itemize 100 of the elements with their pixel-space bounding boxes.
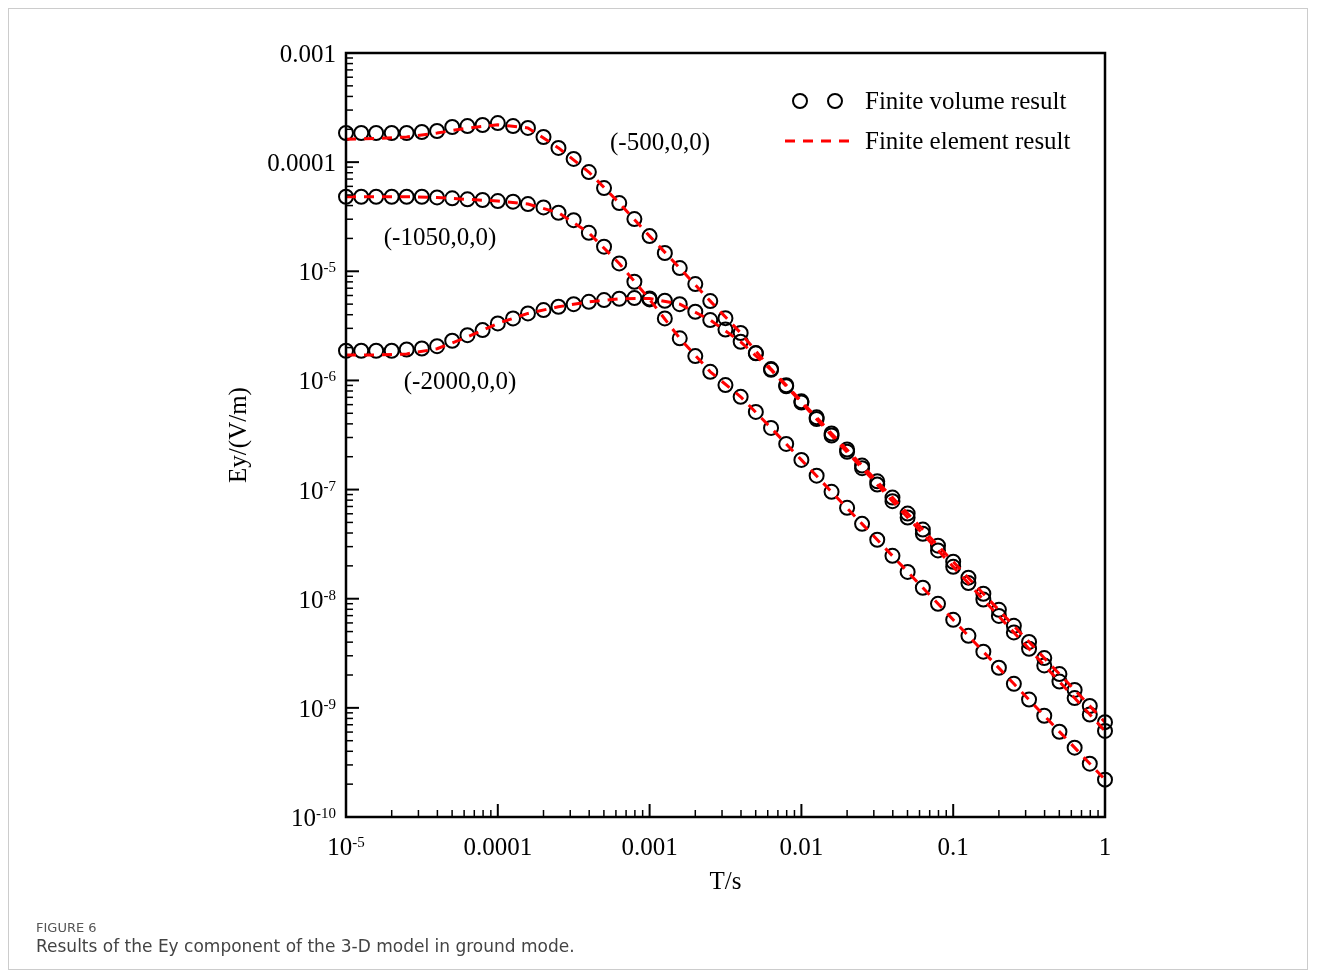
- point: [611, 290, 628, 307]
- point: [1036, 707, 1053, 724]
- point: [687, 348, 704, 365]
- point: [763, 419, 780, 436]
- point: [505, 193, 522, 210]
- point: [656, 292, 673, 309]
- point: [596, 180, 613, 197]
- point: [945, 558, 962, 575]
- x-axis-title: T/s: [709, 867, 742, 894]
- point: [671, 330, 688, 347]
- point: [717, 321, 734, 338]
- point: [338, 342, 354, 359]
- point: [869, 531, 886, 548]
- text: Results of the Ey component of the 3-D model in ground mode.: [36, 936, 575, 956]
- point: [914, 579, 931, 596]
- legend-label: Finite element result: [865, 127, 1071, 154]
- point: [626, 290, 643, 307]
- point: [702, 293, 719, 310]
- x-tick-label: 1: [1098, 833, 1112, 860]
- point: [368, 124, 385, 141]
- point: [353, 124, 370, 141]
- point: [1021, 691, 1038, 708]
- point: [1005, 624, 1022, 641]
- point: [505, 118, 522, 135]
- point: [580, 224, 597, 241]
- point: [580, 293, 597, 310]
- point: [808, 467, 825, 484]
- point: [474, 116, 491, 133]
- point: [429, 189, 446, 206]
- point: [1081, 706, 1098, 723]
- point: [1051, 723, 1068, 740]
- point: [459, 118, 476, 135]
- point: [975, 643, 992, 660]
- point: [580, 164, 597, 181]
- point: [383, 342, 400, 359]
- point: [550, 298, 567, 315]
- y-axis-title: Ey/(V/m): [224, 387, 252, 483]
- point: [429, 338, 446, 355]
- point: [444, 118, 461, 135]
- point: [884, 489, 901, 506]
- point: [1036, 657, 1053, 674]
- point: [353, 188, 370, 205]
- point: [990, 601, 1007, 618]
- y-tick-label: 0.0001: [267, 149, 336, 177]
- legend-label: Finite volume result: [865, 87, 1067, 114]
- y-tick-label: 10$^{-10}$: [291, 804, 336, 831]
- point: [1021, 633, 1038, 650]
- y-tick-label: 10$^{-8}$: [298, 585, 336, 613]
- point: [338, 188, 354, 205]
- point: [505, 310, 522, 327]
- y-tick-label: 10$^{-9}$: [298, 694, 336, 722]
- point: [823, 483, 840, 500]
- point: [550, 139, 567, 156]
- point: [535, 199, 552, 216]
- point: [884, 547, 901, 564]
- annotation: (-500,0,0): [610, 128, 710, 156]
- point: [413, 340, 430, 357]
- point: [383, 124, 400, 141]
- point: [565, 296, 582, 313]
- point: [899, 509, 916, 526]
- point: [717, 377, 734, 394]
- point: [899, 563, 916, 580]
- point: [596, 292, 613, 309]
- point: [854, 515, 871, 532]
- point: [945, 611, 962, 628]
- point: [565, 212, 582, 229]
- point: [717, 310, 734, 327]
- point: [1051, 673, 1068, 690]
- point: [975, 585, 992, 602]
- point: [338, 124, 354, 141]
- point: [1066, 681, 1083, 698]
- point: [945, 553, 962, 570]
- point: [611, 195, 628, 212]
- point: [535, 302, 552, 319]
- point: [626, 211, 643, 228]
- point: [656, 310, 673, 327]
- point: [489, 315, 506, 332]
- point: [929, 595, 946, 612]
- point: [474, 191, 491, 208]
- x-tick-label: 0.1: [937, 833, 969, 860]
- x-tick-label: 0.01: [779, 833, 824, 860]
- point: [368, 342, 385, 359]
- point: [535, 128, 552, 145]
- point: [960, 575, 977, 592]
- point: [1021, 640, 1038, 657]
- point: [413, 123, 430, 140]
- x-tick-label: 0.001: [621, 833, 678, 860]
- point: [489, 115, 506, 132]
- point: [398, 124, 415, 141]
- y-tick-label: 10$^{-5}$: [298, 258, 336, 286]
- point: [1097, 722, 1113, 739]
- point: [550, 204, 567, 221]
- point: [671, 296, 688, 313]
- point: [1081, 698, 1098, 714]
- point: [793, 451, 810, 468]
- point: [732, 333, 749, 350]
- y-tick-label: 0.001: [279, 40, 336, 67]
- point: [519, 305, 536, 322]
- point: [1097, 714, 1113, 731]
- point: [398, 188, 415, 205]
